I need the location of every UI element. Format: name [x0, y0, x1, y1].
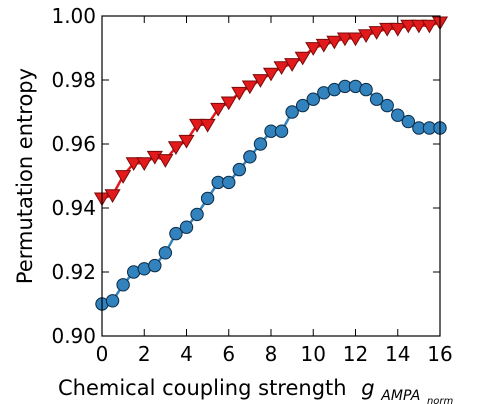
- data-point-circle: [359, 82, 373, 97]
- data-point-circle: [105, 294, 120, 308]
- data-point-circle: [401, 114, 416, 129]
- data-point-circle: [391, 108, 405, 122]
- data-point-triangle: [305, 42, 322, 56]
- x-tick-label: 0: [96, 342, 109, 366]
- data-point-circle: [222, 175, 236, 190]
- data-point-circle: [369, 92, 384, 106]
- x-tick-label: 14: [385, 342, 410, 366]
- data-point-circle: [200, 191, 215, 206]
- data-point-circle: [179, 220, 194, 234]
- y-tick-label: 0.90: [51, 324, 96, 348]
- data-point-circle: [232, 162, 247, 177]
- y-axis-label: Permutation entropy: [13, 68, 37, 284]
- data-point-triangle: [336, 32, 354, 47]
- data-point-triangle: [294, 51, 311, 66]
- data-point-triangle: [125, 157, 142, 172]
- x-tick-label: 2: [138, 342, 151, 366]
- data-point-triangle: [104, 189, 121, 204]
- data-point-circle: [274, 124, 289, 138]
- x-tick-label: 4: [180, 342, 193, 366]
- series-layer: [93, 16, 449, 311]
- axes-layer: 0 2 4 6 8 10 12 14 16 0.90 0.92 0.94 0.96 0.98 1.00: [51, 4, 452, 366]
- x-axis-label-math: g: [361, 376, 374, 400]
- plot-area: [102, 16, 440, 336]
- x-tick-label: 12: [343, 342, 368, 366]
- x-axis-label-text: Chemical coupling strength: [58, 376, 347, 400]
- x-axis-label-sub: AMPA: [380, 388, 420, 404]
- data-point-circle: [295, 98, 310, 113]
- x-tick-label: 6: [222, 342, 235, 366]
- data-point-triangle: [284, 58, 301, 72]
- data-point-triangle: [178, 134, 195, 149]
- data-point-triangle: [410, 19, 427, 34]
- data-point-triangle: [115, 170, 132, 184]
- x-tick-label: 16: [427, 342, 452, 366]
- x-tick-label: 10: [301, 342, 326, 366]
- y-tick-label: 0.98: [51, 68, 96, 92]
- data-point-triangle: [262, 67, 280, 82]
- data-point-triangle: [347, 32, 364, 47]
- y-tick-label: 0.96: [51, 132, 96, 156]
- data-point-circle: [169, 226, 183, 241]
- data-point-circle: [285, 105, 299, 119]
- data-point-triangle: [188, 118, 206, 133]
- data-point-triangle: [421, 19, 438, 34]
- data-point-circle: [158, 246, 173, 260]
- data-point-triangle: [368, 26, 385, 40]
- x-axis-label-subsub: norm: [427, 396, 454, 404]
- data-point-triangle: [400, 19, 417, 34]
- data-point-circle: [306, 92, 320, 106]
- y-tick-label: 0.94: [51, 196, 96, 220]
- data-point-triangle: [315, 38, 332, 53]
- data-point-triangle: [357, 29, 375, 44]
- x-axis-label: Chemical coupling strength g AMPA norm: [58, 376, 454, 404]
- data-point-triangle: [231, 86, 248, 101]
- data-point-circle: [253, 137, 268, 151]
- data-point-triangle: [241, 80, 258, 95]
- data-point-triangle: [389, 22, 406, 37]
- data-point-triangle: [167, 141, 185, 156]
- data-point-triangle: [273, 61, 290, 76]
- data-point-triangle: [379, 22, 396, 37]
- data-point-triangle: [210, 102, 227, 117]
- data-point-triangle: [199, 118, 216, 133]
- series-triangle-down: [93, 16, 449, 207]
- data-point-circle: [243, 150, 257, 164]
- series-circle: [95, 79, 447, 311]
- x-tick-label: 8: [265, 342, 278, 366]
- y-tick-label: 1.00: [51, 4, 96, 28]
- data-point-triangle: [326, 35, 343, 50]
- data-point-circle: [380, 98, 394, 113]
- y-tick-label: 0.92: [51, 260, 96, 284]
- data-point-circle: [116, 278, 130, 292]
- data-point-circle: [148, 258, 162, 273]
- data-point-triangle: [252, 74, 269, 88]
- data-point-triangle: [220, 96, 237, 111]
- data-point-triangle: [136, 157, 153, 172]
- data-point-triangle: [157, 154, 174, 168]
- data-point-circle: [190, 207, 204, 222]
